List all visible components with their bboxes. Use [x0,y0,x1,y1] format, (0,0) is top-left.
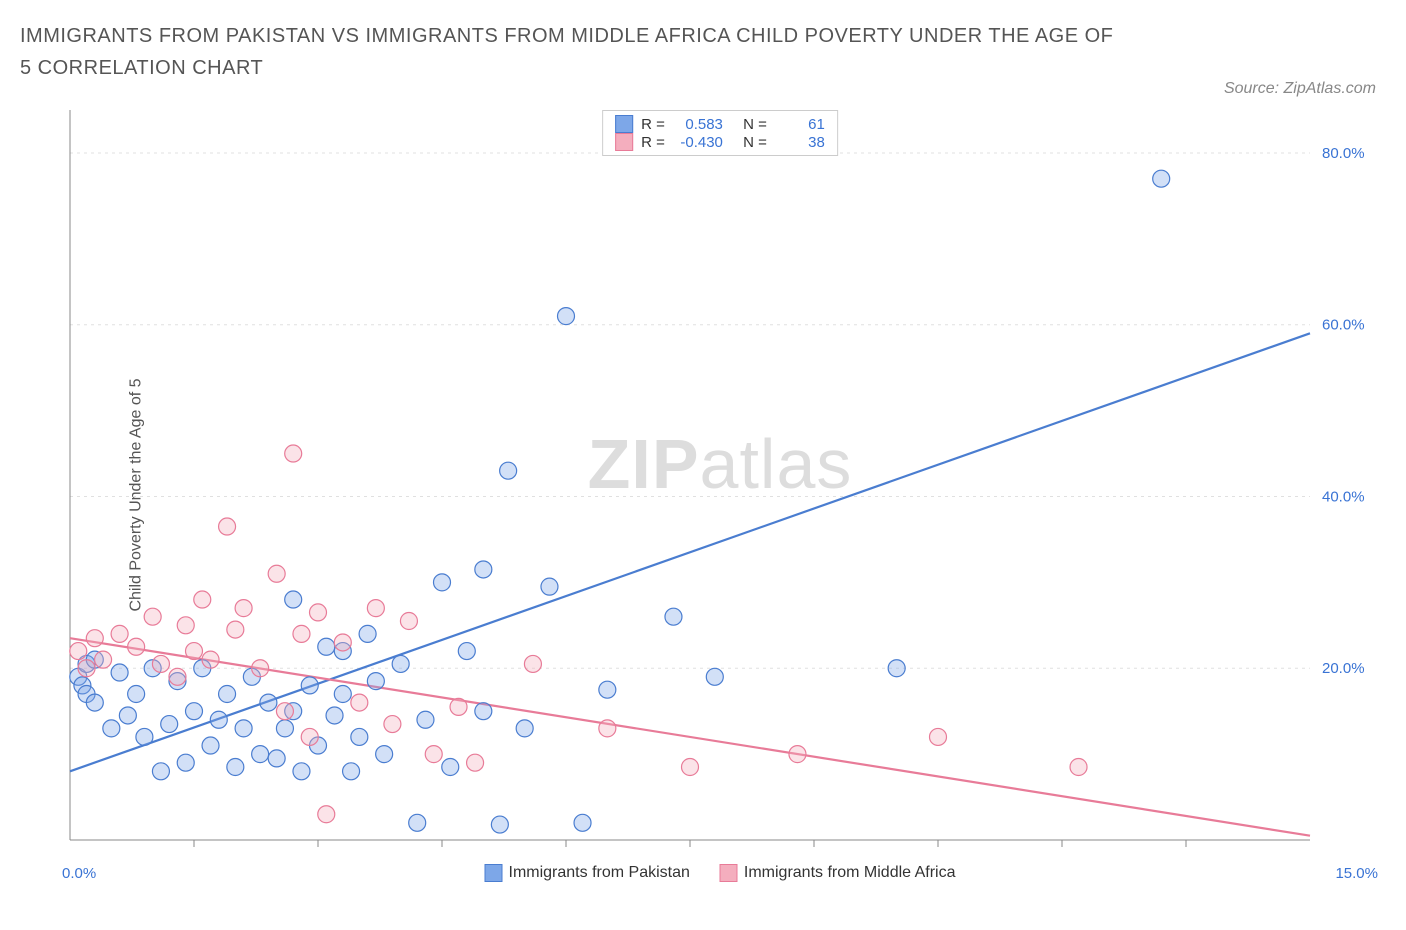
chart-area: Child Poverty Under the Age of 5 ZIPatla… [60,110,1380,880]
legend-r-1: -0.430 [673,134,723,151]
plot-svg: 20.0% 40.0% 60.0% 80.0% [60,110,1380,880]
x-max-label: 15.0% [1335,865,1378,882]
legend-swatch-0 [615,115,633,133]
legend-stats-row-1: R = -0.430 N = 38 [615,133,825,151]
legend-bottom-item-0: Immigrants from Pakistan [485,864,690,882]
svg-text:40.0%: 40.0% [1322,488,1365,505]
legend-bottom-label-1: Immigrants from Middle Africa [744,864,956,882]
legend-stats-box: R = 0.583 N = 61 R = -0.430 N = 38 [602,110,838,156]
legend-swatch-1 [615,133,633,151]
svg-text:20.0%: 20.0% [1322,660,1365,677]
legend-r-label: R = [641,116,665,133]
legend-swatch-b0 [485,864,503,882]
x-min-label: 0.0% [62,865,96,882]
legend-bottom-label-0: Immigrants from Pakistan [509,864,690,882]
svg-text:60.0%: 60.0% [1322,317,1365,334]
legend-n-0: 61 [775,116,825,133]
legend-n-label: N = [743,134,767,151]
legend-swatch-b1 [720,864,738,882]
legend-r-label: R = [641,134,665,151]
legend-bottom-item-1: Immigrants from Middle Africa [720,864,956,882]
chart-title: IMMIGRANTS FROM PAKISTAN VS IMMIGRANTS F… [20,20,1120,84]
legend-bottom: Immigrants from Pakistan Immigrants from… [485,864,956,882]
legend-stats-row-0: R = 0.583 N = 61 [615,115,825,133]
legend-r-0: 0.583 [673,116,723,133]
legend-n-1: 38 [775,134,825,151]
svg-text:80.0%: 80.0% [1322,145,1365,162]
legend-n-label: N = [743,116,767,133]
source-label: Source: ZipAtlas.com [1224,80,1376,98]
